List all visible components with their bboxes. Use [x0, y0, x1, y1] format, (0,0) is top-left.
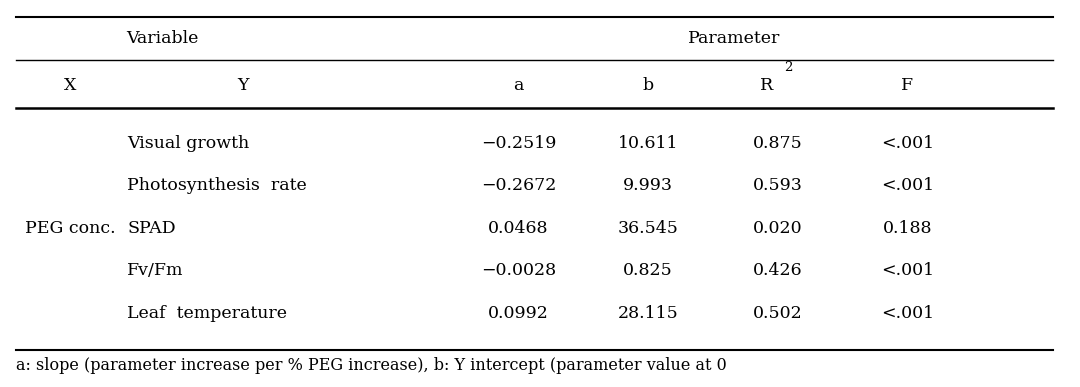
Text: 0.0468: 0.0468 [488, 220, 549, 237]
Text: Fv/Fm: Fv/Fm [127, 262, 184, 279]
Text: 0.020: 0.020 [753, 220, 802, 237]
Text: 0.825: 0.825 [623, 262, 673, 279]
Text: 0.502: 0.502 [753, 305, 802, 322]
Text: 0.593: 0.593 [753, 177, 802, 194]
Text: 9.993: 9.993 [623, 177, 673, 194]
Text: Visual growth: Visual growth [127, 135, 249, 152]
Text: 36.545: 36.545 [618, 220, 678, 237]
Text: 0.875: 0.875 [753, 135, 802, 152]
Text: a: slope (parameter increase per % PEG increase), b: Y intercept (parameter valu: a: slope (parameter increase per % PEG i… [16, 357, 727, 374]
Text: <.001: <.001 [880, 262, 934, 279]
Text: Variable: Variable [125, 30, 199, 47]
Text: 28.115: 28.115 [618, 305, 678, 322]
Text: 0.426: 0.426 [753, 262, 802, 279]
Text: <.001: <.001 [880, 135, 934, 152]
Text: SPAD: SPAD [127, 220, 176, 237]
Text: R: R [760, 77, 773, 94]
Text: Photosynthesis  rate: Photosynthesis rate [127, 177, 307, 194]
Text: −0.2672: −0.2672 [481, 177, 556, 194]
Text: −0.0028: −0.0028 [481, 262, 556, 279]
Text: 10.611: 10.611 [618, 135, 678, 152]
Text: b: b [643, 77, 653, 94]
Text: 0.0992: 0.0992 [488, 305, 549, 322]
Text: F: F [901, 77, 914, 94]
Text: 2: 2 [784, 61, 793, 74]
Text: PEG conc.: PEG conc. [25, 220, 116, 237]
Text: 0.188: 0.188 [882, 220, 932, 237]
Text: a: a [513, 77, 524, 94]
Text: −0.2519: −0.2519 [481, 135, 556, 152]
Text: <.001: <.001 [880, 305, 934, 322]
Text: Parameter: Parameter [688, 30, 781, 47]
Text: Y: Y [238, 77, 248, 94]
Text: X: X [64, 77, 77, 94]
Text: <.001: <.001 [880, 177, 934, 194]
Text: Leaf  temperature: Leaf temperature [127, 305, 287, 322]
